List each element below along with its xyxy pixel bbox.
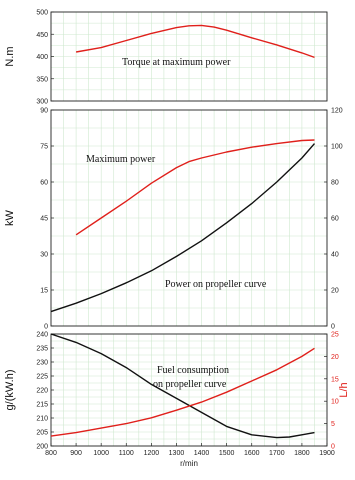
panel-1-series-1-red-line (75, 24, 315, 59)
panel-3-ylabel-right: L/h (338, 382, 350, 397)
panel-2-ytick-right-label: 20 (331, 288, 339, 295)
panel-2-ytick-label: 60 (40, 180, 48, 187)
panel-3-ytick-label: 235 (36, 346, 48, 353)
panel-2-ytick-right-label: 80 (331, 180, 339, 187)
x-tick-label: 1400 (194, 450, 210, 457)
panel-2-series-2-black-line (50, 143, 316, 313)
torque-annotation: Torque at maximum power (122, 57, 231, 68)
x-tick-label: 1700 (269, 450, 285, 457)
panel-3-ytick-label: 200 (36, 444, 48, 451)
panel-1-ytick-label: 350 (36, 76, 48, 83)
panel-1-ytick-label: 500 (36, 10, 48, 17)
panel-2-ytick-label: 30 (40, 252, 48, 259)
panel-1-ytick-label: 450 (36, 32, 48, 39)
panel-3-ytick-label: 240 (36, 332, 48, 339)
panel-3-ytick-right-label: 0 (331, 444, 335, 451)
x-tick-label: 1900 (319, 450, 335, 457)
x-tick-label: 1500 (219, 450, 235, 457)
panel-2-ytick-label: 45 (40, 216, 48, 223)
x-tick-label: 1300 (169, 450, 185, 457)
panel-2-ytick-right-label: 120 (331, 108, 343, 115)
fuel-annotation-line-2: on propeller curve (153, 379, 227, 390)
panel-2-ylabel: kW (4, 209, 16, 226)
panel-3-ytick-label: 215 (36, 402, 48, 409)
panel-2-ytick-label: 90 (40, 108, 48, 115)
panel-3-ytick-right-label: 10 (331, 399, 339, 406)
propeller-power-annotation: Power on propeller curve (165, 279, 267, 290)
panel-3-ytick-right-label: 15 (331, 376, 339, 383)
panel-2-ytick-label: 75 (40, 144, 48, 151)
panel-2-ytick-right-label: 0 (331, 324, 335, 331)
x-tick-label: 1200 (144, 450, 160, 457)
panel-1-ylabel: N.m (4, 46, 16, 66)
panel-2-ytick-label: 15 (40, 288, 48, 295)
panel-3-series-1-black-line (50, 333, 315, 439)
maximum-power-annotation: Maximum power (86, 154, 156, 165)
panel-3-ytick-label: 210 (36, 416, 48, 423)
panel-2-ytick-right-label: 100 (331, 144, 343, 151)
x-tick-label: 1800 (294, 450, 310, 457)
panel-2-series-1-red-line (75, 139, 315, 236)
panel-3-ytick-right-label: 5 (331, 421, 335, 428)
panel-1-ytick-label: 400 (36, 54, 48, 61)
x-tick-label: 800 (45, 450, 57, 457)
panel-3-ytick-label: 225 (36, 374, 48, 381)
panel-3-series-2-red-line (50, 347, 315, 437)
x-tick-label: 1100 (119, 450, 134, 457)
panel-2-ytick-label: 0 (44, 324, 48, 331)
panel-1-ytick-label: 300 (36, 99, 48, 106)
panel-3-ytick-label: 220 (36, 388, 48, 395)
panel-2-ytick-right-label: 60 (331, 216, 339, 223)
x-tick-label: 1000 (93, 450, 109, 457)
panel-3-ytick-right-label: 20 (331, 354, 339, 361)
x-tick-label: 900 (70, 450, 82, 457)
x-tick-label: 1600 (244, 450, 260, 457)
x-axis-label: r/min (180, 459, 198, 468)
panel-2-ytick-right-label: 40 (331, 252, 339, 259)
panel-3-ytick-label: 205 (36, 430, 48, 437)
panel-3-ytick-label: 230 (36, 360, 48, 367)
fuel-annotation-line-1: Fuel consumption (157, 365, 229, 376)
panel-3-ylabel: g/(kW.h) (4, 370, 16, 411)
panel-3-ytick-right-label: 25 (331, 332, 339, 339)
